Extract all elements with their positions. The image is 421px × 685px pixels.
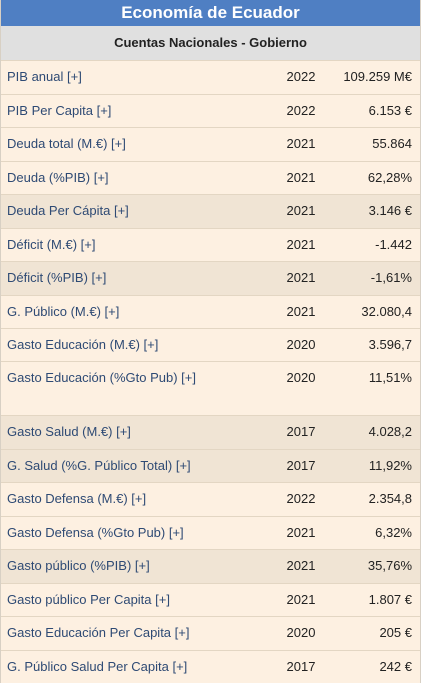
row-label-link[interactable]: Déficit (M.€) [+] <box>7 237 96 252</box>
table-row: Déficit (M.€) [+] 2021 -1.442 <box>1 228 420 261</box>
row-label-link[interactable]: Gasto público (%PIB) [+] <box>7 558 150 573</box>
table-row: Deuda (%PIB) [+] 2021 62,28% <box>1 161 420 194</box>
table-row: Gasto Educación (%Gto Pub) [+] 2020 11,51% <box>1 361 420 415</box>
row-year: 2021 <box>286 304 316 319</box>
row-label-link[interactable]: PIB Per Capita [+] <box>7 103 112 118</box>
table-row: Gasto Educación Per Capita [+] 2020 205 € <box>1 616 420 650</box>
row-value: 2.354,8 <box>368 491 412 506</box>
table-row: Deuda total (M.€) [+] 2021 55.864 <box>1 127 420 161</box>
row-value: 4.028,2 <box>368 424 412 439</box>
table-row: G. Salud (%G. Público Total) [+] 2017 11,9… <box>1 449 420 482</box>
row-year: 2017 <box>286 659 316 674</box>
row-year: 2020 <box>286 625 316 640</box>
row-value: -1,61% <box>370 270 412 285</box>
row-year: 2021 <box>286 558 316 573</box>
table-row: G. Público Salud Per Capita [+] 2017 242 € <box>1 650 420 683</box>
row-value: 1.807 € <box>368 592 412 607</box>
table-row: Gasto Defensa (%Gto Pub) [+] 2021 6,32% <box>1 516 420 549</box>
row-value: 35,76% <box>367 558 412 573</box>
table-row: Gasto Salud (M.€) [+] 2017 4.028,2 <box>1 415 420 449</box>
row-year: 2021 <box>286 237 316 252</box>
table-row: Gasto Defensa (M.€) [+] 2022 2.354,8 <box>1 482 420 516</box>
row-label-link[interactable]: Gasto Educación (%Gto Pub) [+] <box>7 370 196 385</box>
row-label-link[interactable]: Gasto Salud (M.€) [+] <box>7 424 131 439</box>
row-value: 6.153 € <box>368 103 412 118</box>
row-label-link[interactable]: G. Público Salud Per Capita [+] <box>7 659 188 674</box>
row-value: 205 € <box>379 625 412 640</box>
row-year: 2020 <box>286 370 316 385</box>
row-value: 242 € <box>379 659 412 674</box>
row-value: 6,32% <box>375 525 412 540</box>
table-body: PIB anual [+] 2022 109.259 M€ PIB Per Capit… <box>1 60 420 683</box>
table-row: Déficit (%PIB) [+] 2021 -1,61% <box>1 261 420 295</box>
row-year: 2021 <box>286 203 316 218</box>
row-value: 32.080,4 <box>361 304 412 319</box>
row-label-link[interactable]: Gasto Defensa (%Gto Pub) [+] <box>7 525 184 540</box>
row-year: 2021 <box>286 525 316 540</box>
row-value: 3.146 € <box>368 203 412 218</box>
row-year: 2021 <box>286 592 316 607</box>
row-value: 55.864 <box>372 136 412 151</box>
table-row: Deuda Per Cápita [+] 2021 3.146 € <box>1 194 420 228</box>
row-year: 2017 <box>286 458 316 473</box>
row-year: 2022 <box>286 491 316 506</box>
table-row: Gasto público (%PIB) [+] 2021 35,76% <box>1 549 420 583</box>
row-label-link[interactable]: Gasto público Per Capita [+] <box>7 592 170 607</box>
row-year: 2021 <box>286 136 316 151</box>
table-row: Gasto público Per Capita [+] 2021 1.807 € <box>1 583 420 616</box>
row-label-link[interactable]: G. Salud (%G. Público Total) [+] <box>7 458 191 473</box>
table-row: PIB anual [+] 2022 109.259 M€ <box>1 60 420 94</box>
row-year: 2022 <box>286 103 316 118</box>
row-label-link[interactable]: Gasto Educación Per Capita [+] <box>7 625 190 640</box>
row-label-link[interactable]: Deuda total (M.€) [+] <box>7 136 126 151</box>
row-value: 62,28% <box>367 170 412 185</box>
row-label-link[interactable]: Gasto Educación (M.€) [+] <box>7 337 159 352</box>
table-subtitle: Cuentas Nacionales - Gobierno <box>1 26 420 60</box>
row-label-link[interactable]: Deuda (%PIB) [+] <box>7 170 109 185</box>
row-year: 2017 <box>286 424 316 439</box>
row-year: 2022 <box>286 69 316 84</box>
row-value: 11,92% <box>368 458 412 473</box>
row-value: 11,51% <box>368 370 412 385</box>
table-title: Economía de Ecuador <box>1 0 420 26</box>
row-label-link[interactable]: Deuda Per Cápita [+] <box>7 203 129 218</box>
row-year: 2021 <box>286 270 316 285</box>
table-row: G. Público (M.€) [+] 2021 32.080,4 <box>1 295 420 328</box>
row-value: 109.259 M€ <box>343 69 412 84</box>
row-value: 3.596,7 <box>368 337 412 352</box>
row-value: -1.442 <box>375 237 412 252</box>
row-label-link[interactable]: PIB anual [+] <box>7 69 82 84</box>
row-label-link[interactable]: Déficit (%PIB) [+] <box>7 270 107 285</box>
row-label-link[interactable]: Gasto Defensa (M.€) [+] <box>7 491 147 506</box>
table-row: Gasto Educación (M.€) [+] 2020 3.596,7 <box>1 328 420 361</box>
row-year: 2021 <box>286 170 316 185</box>
row-label-link[interactable]: G. Público (M.€) [+] <box>7 304 120 319</box>
table-row: PIB Per Capita [+] 2022 6.153 € <box>1 94 420 127</box>
row-year: 2020 <box>286 337 316 352</box>
